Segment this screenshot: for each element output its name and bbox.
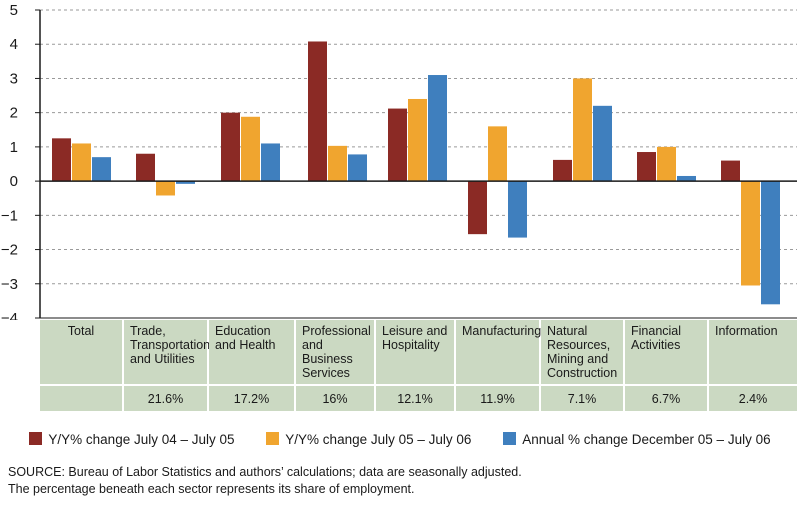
category-cell: Total	[40, 320, 124, 411]
bar-series-1	[553, 159, 572, 182]
bar-series-2	[241, 116, 260, 182]
bar-series-3	[348, 154, 367, 182]
category-label: Total	[67, 324, 95, 338]
bar-chart: 5 4 3 2 1 0 −1 −2 −3 −4	[1, 2, 797, 320]
employment-share-label: 2.4%	[738, 392, 768, 406]
category-cell: Leisure and Hospitality 12.1%	[376, 320, 456, 411]
category-label: Financial Activities	[631, 324, 682, 352]
share-band: 12.1%	[376, 384, 454, 411]
legend-item-series-3: Annual % change December 05 – July 06	[503, 432, 771, 447]
employment-share-label: 17.2%	[233, 392, 270, 406]
bar-series-2	[408, 98, 427, 182]
y-tick-label: −4	[1, 310, 18, 320]
share-band: 21.6%	[124, 384, 207, 411]
legend-swatch-series-3	[503, 432, 517, 445]
bar-series-1	[388, 108, 407, 182]
legend-item-series-2: Y/Y% change July 05 – July 06	[266, 432, 471, 447]
category-cell: Financial Activities 6.7%	[625, 320, 709, 411]
category-cell: Trade, Transportation and Utilities 21.6%	[124, 320, 211, 411]
bar-series-3	[508, 181, 527, 238]
legend-label-series-3: Annual % change December 05 – July 06	[522, 432, 771, 447]
legend-label-series-1: Y/Y% change July 04 – July 05	[48, 432, 235, 447]
y-tick-label: 1	[10, 139, 18, 156]
y-tick-label: −2	[1, 242, 18, 259]
category-label: Trade, Transportation and Utilities	[130, 324, 211, 366]
bar-series-2	[72, 143, 91, 182]
bar-series-1	[221, 112, 240, 182]
employment-share-label: 11.9%	[480, 392, 515, 406]
category-table: Total Trade, Transportation and Utilities 21…	[40, 320, 797, 411]
share-band: 11.9%	[456, 384, 539, 411]
category-cell: Manufacturing 11.9%	[456, 320, 541, 411]
category-label: Leisure and Hospitality	[382, 324, 448, 352]
share-band: 7.1%	[541, 384, 623, 411]
source-line: SOURCE: Bureau of Labor Statistics and a…	[8, 465, 522, 479]
bar-series-1	[52, 138, 71, 182]
legend-swatch-series-2	[266, 432, 280, 445]
employment-share-label: 12.1%	[397, 392, 433, 406]
share-band: 6.7%	[625, 384, 707, 411]
y-tick-label: 4	[10, 36, 18, 53]
bar-series-1	[308, 41, 327, 182]
category-label: Manufacturing	[462, 324, 542, 338]
category-cell: Information 2.4%	[709, 320, 797, 411]
y-tick-label: −3	[1, 276, 18, 293]
employment-share-label: 16%	[322, 392, 348, 406]
legend-label-series-2: Y/Y% change July 05 – July 06	[285, 432, 472, 447]
category-label: Professional and Business Services	[302, 324, 371, 380]
share-note-line: The percentage beneath each sector repre…	[8, 482, 415, 496]
bar-series-2	[328, 145, 347, 182]
legend-swatch-series-1	[29, 432, 43, 445]
share-band	[40, 384, 122, 411]
y-tick-label: 3	[10, 70, 18, 87]
category-label: Education and Health	[215, 324, 276, 352]
bar-series-1	[136, 153, 155, 182]
bar-series-3	[677, 175, 696, 182]
employment-share-label: 6.7%	[651, 392, 681, 406]
bar-series-3	[593, 105, 612, 182]
bar-series-3	[428, 75, 447, 182]
employment-share-label: 7.1%	[567, 392, 597, 406]
source-note: SOURCE: Bureau of Labor Statistics and a…	[8, 464, 522, 498]
bar-series-3	[261, 143, 280, 182]
bar-series-2	[488, 126, 507, 182]
category-cell: Education and Health 17.2%	[209, 320, 296, 411]
bar-series-1	[721, 160, 740, 182]
bar-series-3	[761, 181, 780, 305]
share-band: 2.4%	[709, 384, 797, 411]
y-tick-label: 0	[10, 173, 18, 190]
bar-series-2	[657, 146, 676, 182]
legend: Y/Y% change July 04 – July 05 Y/Y% chang…	[0, 432, 800, 447]
category-cell: Professional and Business Services 16%	[296, 320, 376, 411]
bar-series-2	[741, 181, 760, 286]
legend-item-series-1: Y/Y% change July 04 – July 05	[29, 432, 235, 447]
y-tick-label: 5	[10, 2, 18, 19]
category-label: Natural Resources, Mining and Construction	[547, 324, 618, 380]
bar-series-3	[92, 157, 111, 182]
bar-series-2	[156, 181, 175, 196]
y-tick-label: −1	[1, 207, 18, 224]
share-band: 17.2%	[209, 384, 294, 411]
category-label: Information	[715, 324, 778, 338]
bar-series-3	[176, 181, 195, 184]
y-tick-label: 2	[10, 105, 18, 122]
employment-share-label: 21.6%	[147, 392, 184, 406]
bar-series-1	[468, 181, 487, 235]
bar-series-1	[637, 152, 656, 182]
share-band: 16%	[296, 384, 374, 411]
category-cell: Natural Resources, Mining and Construction 7…	[541, 320, 625, 411]
bar-series-2	[573, 78, 592, 182]
